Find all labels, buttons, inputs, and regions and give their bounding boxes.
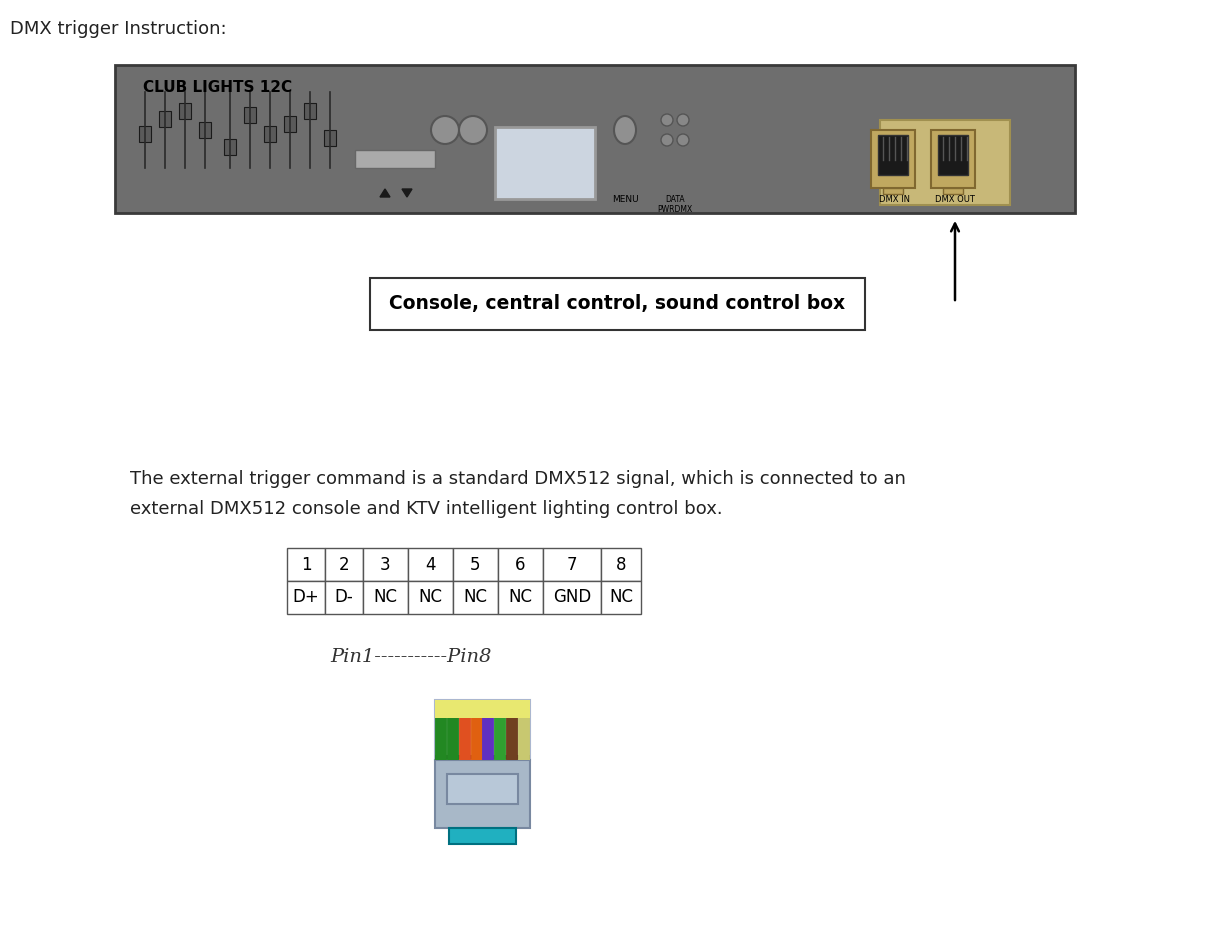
Bar	[543, 581, 601, 614]
Text: NC: NC	[374, 588, 397, 606]
Bar	[363, 581, 408, 614]
Text: NC: NC	[464, 588, 488, 606]
Ellipse shape	[614, 116, 636, 144]
Bar	[543, 548, 601, 581]
Text: GND: GND	[552, 588, 591, 606]
Text: DMX IN: DMX IN	[879, 195, 910, 204]
Bar	[870, 130, 915, 188]
Bar	[325, 581, 363, 614]
Bar	[435, 700, 531, 760]
Text: 3: 3	[380, 556, 391, 574]
Bar	[287, 548, 325, 581]
Text: The external trigger command is a standard DMX512 signal, which is connected to : The external trigger command is a standa…	[130, 470, 906, 488]
Bar	[943, 188, 963, 194]
Text: DMX trigger Instruction:: DMX trigger Instruction:	[10, 20, 227, 38]
Bar	[159, 110, 171, 126]
Text: external DMX512 console and KTV intelligent lighting control box.: external DMX512 console and KTV intellig…	[130, 500, 722, 518]
Bar	[263, 125, 276, 142]
Circle shape	[677, 114, 690, 126]
Bar	[287, 581, 325, 614]
Text: 8: 8	[615, 556, 626, 574]
Text: DATA
PWRDMX: DATA PWRDMX	[657, 195, 693, 215]
Bar	[601, 581, 641, 614]
Bar	[435, 760, 531, 828]
Text: 4: 4	[425, 556, 436, 574]
Circle shape	[677, 134, 690, 146]
Bar	[408, 581, 453, 614]
Text: NC: NC	[419, 588, 442, 606]
Bar	[225, 139, 236, 155]
Text: Pin1-----------Pin8: Pin1-----------Pin8	[330, 648, 492, 666]
Text: DMX OUT: DMX OUT	[935, 195, 975, 204]
Polygon shape	[402, 189, 412, 197]
Text: D-: D-	[335, 588, 353, 606]
Bar	[284, 116, 296, 132]
Text: D+: D+	[293, 588, 319, 606]
Circle shape	[459, 116, 487, 144]
Bar	[931, 130, 975, 188]
Bar	[324, 129, 336, 145]
Bar	[938, 135, 968, 175]
Bar	[354, 150, 435, 168]
Text: NC: NC	[609, 588, 632, 606]
Bar	[199, 122, 211, 138]
Bar	[453, 548, 498, 581]
Bar	[363, 548, 408, 581]
Bar	[453, 581, 498, 614]
Text: MENU: MENU	[612, 195, 639, 204]
Bar	[601, 548, 641, 581]
Bar	[325, 548, 363, 581]
Bar	[115, 65, 1076, 213]
Text: Console, central control, sound control box: Console, central control, sound control …	[390, 294, 846, 314]
Bar	[408, 548, 453, 581]
Text: 5: 5	[470, 556, 481, 574]
Polygon shape	[380, 189, 390, 197]
Bar	[244, 106, 256, 123]
Circle shape	[431, 116, 459, 144]
Bar	[435, 700, 531, 718]
Text: 2: 2	[339, 556, 350, 574]
Bar	[498, 548, 543, 581]
Text: 7: 7	[567, 556, 577, 574]
Text: 6: 6	[515, 556, 526, 574]
Circle shape	[660, 114, 673, 126]
Bar	[878, 135, 908, 175]
Bar	[883, 188, 903, 194]
Bar	[495, 127, 595, 199]
Bar	[498, 581, 543, 614]
Bar	[304, 103, 316, 119]
Bar	[880, 120, 1010, 205]
Bar	[449, 828, 516, 844]
Bar	[435, 755, 531, 761]
Bar	[178, 103, 191, 119]
Bar	[370, 278, 866, 330]
Bar	[138, 125, 151, 142]
Text: 1: 1	[301, 556, 311, 574]
Bar	[447, 774, 518, 804]
Text: CLUB LIGHTS 12C: CLUB LIGHTS 12C	[143, 80, 293, 95]
Text: NC: NC	[509, 588, 533, 606]
Circle shape	[660, 134, 673, 146]
